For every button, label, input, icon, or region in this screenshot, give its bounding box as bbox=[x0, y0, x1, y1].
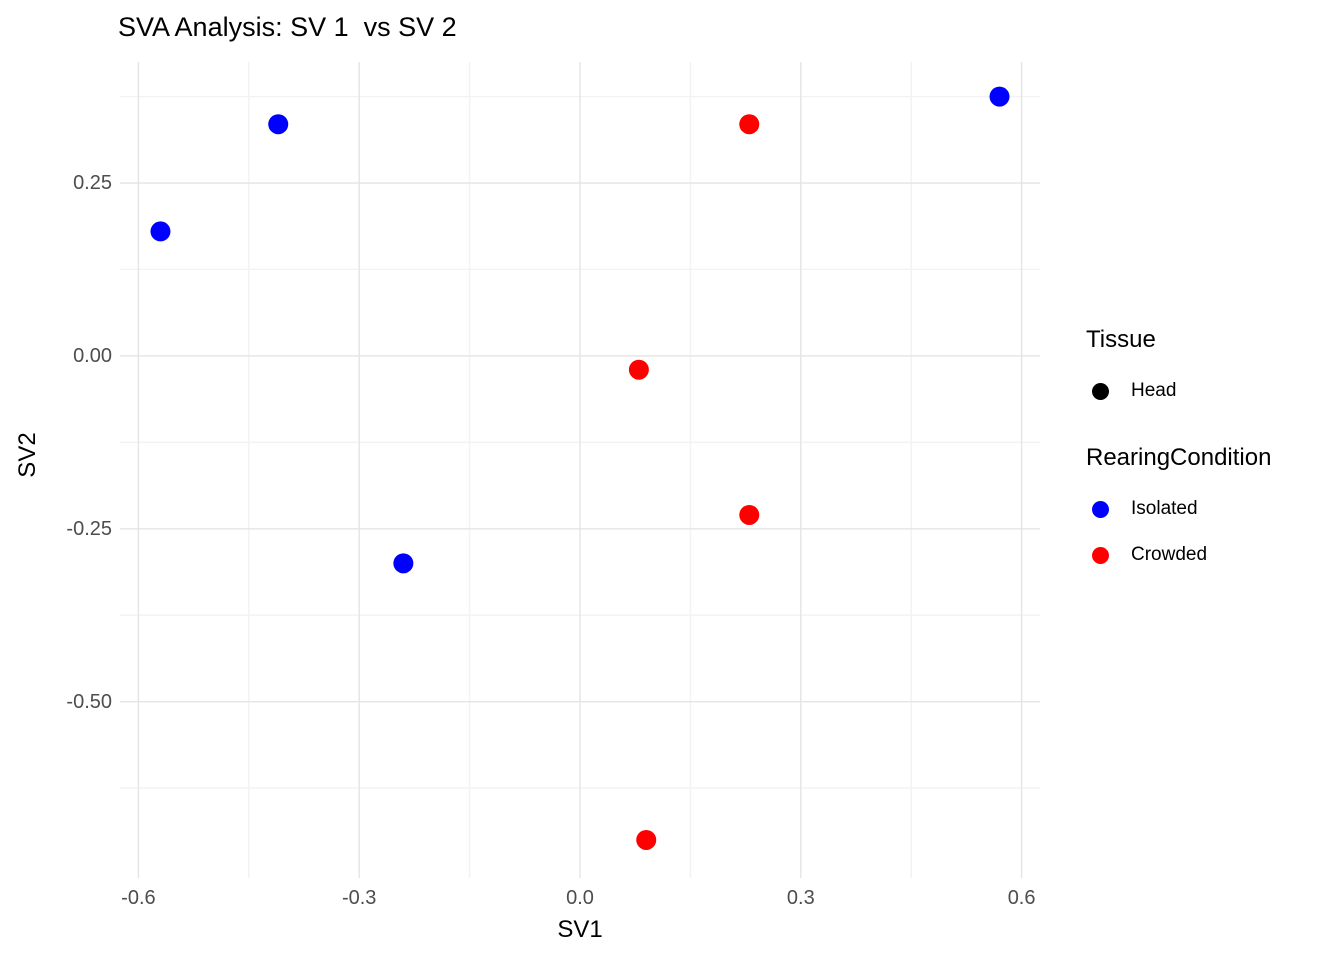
x-tick-label: 0.6 bbox=[1007, 887, 1036, 909]
plot-panel bbox=[120, 62, 1040, 878]
data-point-crowded bbox=[739, 504, 760, 525]
x-tick-label: 0.3 bbox=[786, 887, 815, 909]
legend-entry-crowded: Crowded bbox=[1086, 544, 1271, 566]
x-axis-label: SV1 bbox=[557, 916, 603, 943]
scatter-plot bbox=[120, 62, 1040, 878]
y-tick-label: -0.25 bbox=[66, 517, 112, 540]
isolated-point-icon bbox=[1092, 500, 1109, 518]
legend-group-rearing: RearingCondition Isolated Crowded bbox=[1086, 444, 1271, 566]
head-point-icon bbox=[1092, 382, 1109, 400]
legend-label-isolated: Isolated bbox=[1131, 498, 1198, 519]
legend-title-tissue: Tissue bbox=[1086, 326, 1156, 353]
data-point-crowded bbox=[636, 829, 657, 850]
legend-entry-isolated: Isolated bbox=[1086, 498, 1271, 520]
x-tick-label: -0.6 bbox=[121, 887, 156, 909]
legend: Tissue Head RearingCondition Isolated Cr… bbox=[1086, 326, 1271, 590]
y-tick-label: 0.25 bbox=[73, 172, 112, 195]
legend-group-tissue: Tissue Head bbox=[1086, 326, 1271, 402]
x-tick-label: 0.0 bbox=[566, 887, 594, 909]
legend-label-head: Head bbox=[1131, 380, 1177, 401]
data-point-crowded bbox=[628, 359, 649, 380]
y-axis-label: SV2 bbox=[14, 432, 41, 478]
y-tick-label: 0.00 bbox=[73, 344, 112, 367]
x-tick-label: -0.3 bbox=[341, 887, 377, 909]
legend-label-crowded: Crowded bbox=[1131, 544, 1208, 565]
legend-title-rearing: RearingCondition bbox=[1086, 444, 1272, 471]
chart-title: SVA Analysis: SV 1 vs SV 2 bbox=[118, 12, 457, 42]
data-point-isolated bbox=[150, 221, 171, 242]
y-tick-label: -0.50 bbox=[66, 690, 112, 713]
data-point-isolated bbox=[393, 553, 414, 574]
data-point-crowded bbox=[739, 114, 760, 135]
data-point-isolated bbox=[268, 114, 289, 135]
legend-entry-head: Head bbox=[1086, 380, 1271, 402]
crowded-point-icon bbox=[1092, 546, 1109, 564]
data-point-isolated bbox=[989, 86, 1010, 107]
